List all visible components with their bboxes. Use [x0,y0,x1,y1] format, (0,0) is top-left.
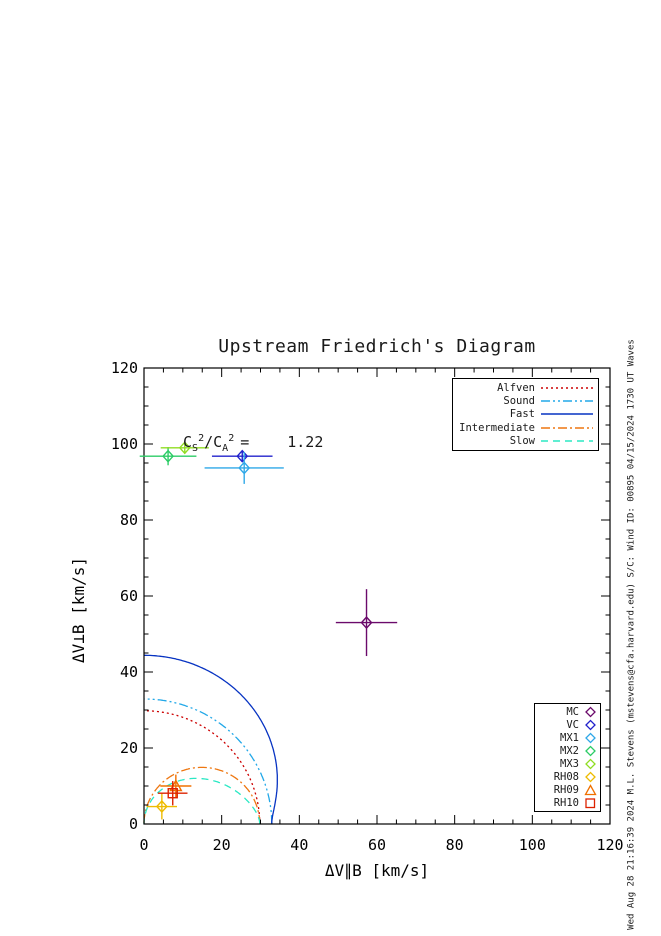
plot-metadata-vertical-text: Wed Aug 28 21:16:39 2024 M.L. Stevens (m… [626,339,637,930]
legend-label: Sound [503,395,535,408]
y-axis-title: ΔV⊥B [km/s] [69,557,88,663]
legend-line-sample-intermediate [541,427,593,429]
legend-label: MX1 [560,732,579,745]
diamond-marker [360,616,373,630]
x-tick-label: 0 [139,836,148,854]
y-tick-label: 40 [120,663,138,681]
diamond-icon [585,732,596,744]
y-tick-label: 80 [120,511,138,529]
legend-label: MC [566,706,579,719]
diamond-icon [585,719,596,731]
y-tick-label: 20 [120,739,138,757]
ratio-value: 1.22 [287,433,324,451]
square-marker [167,788,178,799]
legend-label: MX2 [560,745,579,758]
triangle-icon [584,783,597,795]
ratio-term2: /C [204,433,223,451]
curve-intermediate [143,766,261,824]
y-tick-label: 60 [120,587,138,605]
x-axis-title: ΔV∥B [km/s] [325,861,429,880]
x-tick-label: 80 [446,836,464,854]
diamond-marker [238,461,251,475]
y-tick-label: 100 [111,435,138,453]
diamond-icon [585,707,596,718]
ratio-sup-2b: 2 [228,433,235,444]
square-icon [585,797,596,808]
y-tick-label: 120 [111,359,138,377]
legend-label: RH09 [553,783,579,796]
cs-ca-ratio-annotation: CS2/CA2 = 1.22 [183,433,323,454]
legend-item-rh10: RH10 [538,796,597,809]
diamond-marker [178,441,191,455]
legend-label: Slow [509,435,535,448]
legend-label: RH10 [553,796,579,809]
diamond-marker [155,799,168,814]
ratio-sub-s: S [192,443,199,454]
curve-sound [144,698,273,824]
legend-label: Fast [509,408,535,421]
legend-line-sample-slow [541,440,593,442]
legend-item-rh09: RH09 [538,783,597,796]
x-tick-label: 40 [290,836,308,854]
y-tick-label: 0 [129,815,138,833]
legend-line-sample-alfven [541,387,593,389]
legend-item-mc: MC [538,706,597,719]
ratio-term: C [183,433,193,451]
curve-slow [143,777,261,824]
legend-item-mx3: MX3 [538,758,597,771]
x-tick-label: 20 [213,836,231,854]
ratio-sup-2a: 2 [198,433,205,444]
x-tick-label: 120 [596,836,623,854]
legend-label: MX3 [560,757,579,770]
legend-item-intermediate: Intermediate [457,421,594,434]
diamond-icon [585,745,596,757]
legend-label: RH08 [553,770,579,783]
legend-label: Intermediate [459,421,535,434]
legend-label: VC [566,719,579,732]
legend-item-rh08: RH08 [538,770,597,783]
diamond-icon [585,758,596,770]
symbol-legend: MC VC MX1 MX2 MX3 RH08 RH09 RH10 [534,703,601,812]
legend-item-fast: Fast [457,408,594,421]
legend-item-sound: Sound [457,395,594,408]
ratio-sub-a: A [222,443,229,454]
chart-title: Upstream Friedrich's Diagram [218,336,536,357]
diamond-marker [236,449,249,463]
diamond-icon [585,771,596,783]
diamond-marker [162,449,175,463]
legend-item-mx1: MX1 [538,732,597,745]
line-legend: Alfven Sound Fast Intermediate Slow [452,378,599,451]
legend-item-alfven: Alfven [457,381,594,394]
x-tick-label: 100 [519,836,546,854]
legend-line-sample-sound [541,400,593,402]
legend-item-vc: VC [538,719,597,732]
legend-label: Alfven [497,381,535,394]
legend-item-mx2: MX2 [538,745,597,758]
x-tick-label: 60 [368,836,386,854]
legend-line-sample-fast [541,413,593,416]
ratio-equals: = [240,433,250,451]
curve-fast [144,654,278,824]
legend-item-slow: Slow [457,435,594,448]
